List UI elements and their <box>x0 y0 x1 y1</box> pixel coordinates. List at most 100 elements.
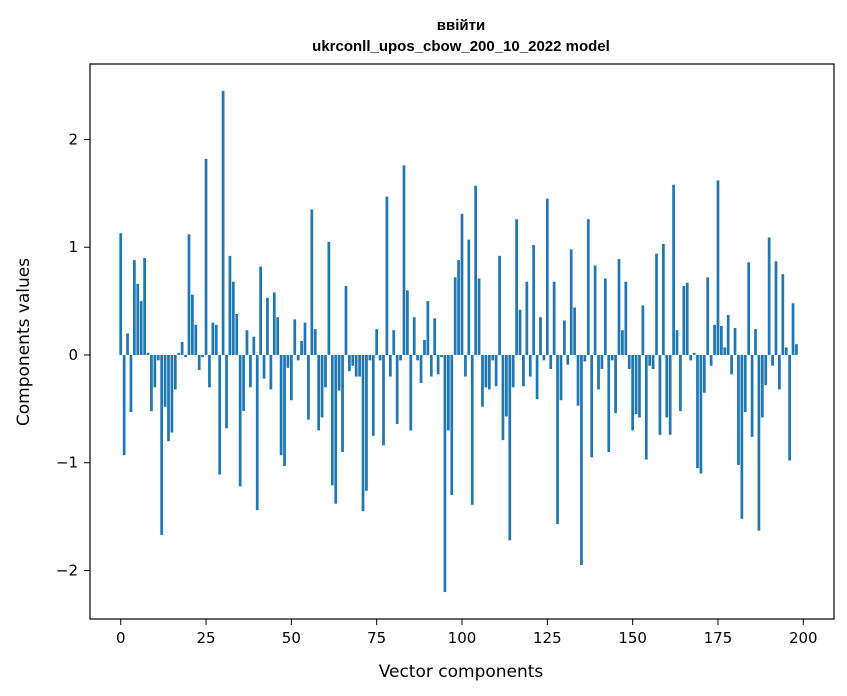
bar-36 <box>242 354 245 412</box>
bar-130 <box>563 320 566 355</box>
bar-136 <box>583 354 587 362</box>
bar-55 <box>307 354 310 420</box>
bar-117 <box>518 309 522 355</box>
bar-75 <box>375 329 379 355</box>
bar-95 <box>443 354 447 593</box>
bar-163 <box>675 330 679 355</box>
bar-4 <box>133 260 136 355</box>
y-tick-label: 1 <box>68 238 78 256</box>
bar-80 <box>392 330 396 355</box>
y-axis-label: Components values <box>14 258 34 426</box>
bar-74 <box>371 354 375 436</box>
bar-162 <box>672 184 675 355</box>
bar-83 <box>402 165 406 355</box>
x-tick-label: 175 <box>704 629 733 647</box>
bar-139 <box>593 265 597 355</box>
bar-40 <box>255 354 259 511</box>
bar-99 <box>457 260 460 355</box>
bar-53 <box>300 340 303 355</box>
bar-5 <box>136 283 140 355</box>
y-tick-label: −1 <box>56 454 78 472</box>
x-tick-label: 200 <box>789 629 818 647</box>
bar-187 <box>757 354 761 531</box>
bar-25 <box>204 158 208 355</box>
bar-84 <box>406 290 409 355</box>
bar-122 <box>535 354 539 400</box>
bar-24 <box>201 354 204 358</box>
bar-111 <box>498 255 501 355</box>
bar-46 <box>276 317 280 355</box>
bar-167 <box>689 354 693 361</box>
chart-subtitle: ukrconll_upos_cbow_200_10_2022 model <box>312 38 610 55</box>
bar-6 <box>139 301 143 355</box>
bar-144 <box>610 354 614 361</box>
bar-72 <box>365 354 368 491</box>
bar-166 <box>685 282 689 355</box>
bar-7 <box>143 257 146 355</box>
y-tick-label: 2 <box>68 130 78 148</box>
bar-179 <box>730 354 733 375</box>
bar-8 <box>146 352 150 355</box>
bar-153 <box>641 305 645 355</box>
bar-33 <box>231 281 235 355</box>
bar-145 <box>614 354 617 414</box>
bar-184 <box>747 262 751 355</box>
bar-164 <box>679 354 682 412</box>
bar-54 <box>303 322 307 355</box>
bar-160 <box>665 354 669 418</box>
bar-18 <box>180 342 184 355</box>
bar-176 <box>720 325 723 355</box>
x-tick-label: 75 <box>367 629 386 647</box>
y-axis-ticks: −2 −1 0 1 2 <box>56 130 90 580</box>
bar-series <box>119 90 798 593</box>
bar-170 <box>699 354 703 474</box>
plot-area-frame <box>89 63 835 620</box>
bar-94 <box>440 354 443 358</box>
bar-189 <box>764 354 768 386</box>
bar-109 <box>491 354 495 361</box>
bar-191 <box>771 354 774 366</box>
bar-70 <box>358 354 361 377</box>
bar-102 <box>467 239 471 355</box>
x-tick-label: 150 <box>618 629 647 647</box>
bar-82 <box>399 354 402 361</box>
bar-180 <box>733 328 737 355</box>
bar-48 <box>283 354 286 466</box>
bar-12 <box>160 354 164 535</box>
bar-120 <box>528 354 532 377</box>
bar-151 <box>634 354 638 415</box>
y-tick-label: −2 <box>56 562 78 580</box>
bar-22 <box>194 324 198 355</box>
bar-112 <box>501 354 505 441</box>
bar-1 <box>122 354 126 456</box>
bar-69 <box>354 354 358 377</box>
bar-150 <box>631 354 635 431</box>
bar-118 <box>522 354 525 387</box>
bar-14 <box>167 354 170 442</box>
bar-10 <box>153 354 157 388</box>
bar-17 <box>177 352 181 355</box>
bar-172 <box>706 277 710 355</box>
bar-34 <box>235 314 239 355</box>
bar-195 <box>784 347 788 355</box>
bar-142 <box>603 278 607 355</box>
bar-29 <box>218 354 222 475</box>
bar-42 <box>262 354 266 379</box>
bar-76 <box>378 354 382 361</box>
bar-149 <box>627 354 631 369</box>
bar-147 <box>621 330 624 355</box>
bar-123 <box>539 317 542 355</box>
bar-101 <box>464 354 467 377</box>
x-tick-label: 50 <box>282 629 301 647</box>
bar-152 <box>638 354 641 418</box>
bar-73 <box>368 354 372 361</box>
bar-175 <box>716 180 720 355</box>
bar-86 <box>412 317 416 355</box>
bar-44 <box>269 354 273 390</box>
bar-39 <box>252 336 256 355</box>
bar-78 <box>385 196 389 355</box>
bar-88 <box>419 354 423 383</box>
bar-52 <box>296 354 300 361</box>
x-axis-label: Vector components <box>379 662 544 682</box>
